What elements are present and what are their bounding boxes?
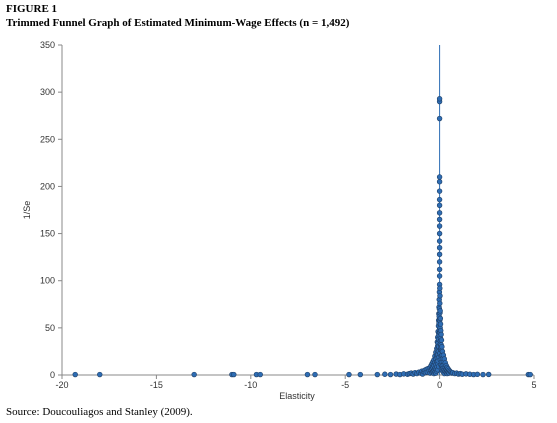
figure-label: FIGURE 1	[6, 3, 58, 15]
scatter-point	[437, 300, 443, 307]
scatter-point	[357, 371, 364, 378]
scatter-point	[436, 223, 443, 229]
y-tick-label: 300	[40, 87, 55, 97]
scatter-point	[436, 251, 443, 258]
x-tick-label: -15	[150, 380, 163, 390]
scatter-point	[437, 315, 444, 322]
y-axis-label: 1/Se	[22, 201, 32, 220]
scatter-point	[374, 371, 380, 378]
y-tick-label: 100	[40, 276, 55, 286]
scatter-point	[231, 371, 237, 378]
x-axis-label: Elasticity	[279, 391, 315, 401]
scatter-point	[436, 210, 443, 216]
y-tick-label: 200	[40, 181, 55, 191]
scatter-point	[437, 293, 443, 299]
scatter-point	[485, 371, 492, 378]
figure-source: Source: Doucouliagos and Stanley (2009).	[6, 406, 193, 418]
x-tick-label: -5	[341, 380, 349, 390]
scatter-point	[474, 371, 481, 378]
scatter-point	[346, 371, 352, 378]
scatter-point	[436, 266, 443, 273]
scatter-point	[480, 371, 486, 378]
x-tick-label: 0	[437, 380, 442, 390]
scatter-point	[437, 321, 444, 327]
scatter-point	[97, 371, 103, 378]
chart-title: Trimmed Funnel Graph of Estimated Minimu…	[6, 17, 350, 29]
scatter-point	[436, 216, 443, 223]
scatter-point	[436, 273, 443, 279]
scatter-point	[436, 96, 443, 102]
chart-axes: 0 50 100 150 200 250 300 350 -20 -15 -10 -5 0 5	[40, 40, 537, 390]
y-tick-label: 50	[45, 323, 55, 333]
scatter-point	[191, 371, 197, 378]
scatter-point	[437, 285, 443, 291]
scatter-point	[436, 245, 443, 251]
scatter-points	[72, 96, 533, 378]
scatter-point	[382, 371, 388, 377]
scatter-point	[387, 371, 394, 378]
scatter-point	[436, 238, 443, 244]
scatter-point	[437, 308, 443, 314]
scatter-point	[438, 337, 445, 343]
scatter-point	[436, 196, 443, 203]
y-tick-label: 150	[40, 229, 55, 239]
scatter-point	[436, 179, 443, 185]
scatter-point	[436, 259, 443, 265]
scatter-point	[436, 115, 443, 122]
y-tick-label: 250	[40, 134, 55, 144]
x-tick-label: -20	[55, 380, 68, 390]
y-tick-label: 0	[50, 370, 55, 380]
scatter-point	[312, 371, 318, 378]
scatter-point	[257, 371, 263, 378]
scatter-point	[527, 371, 533, 378]
x-tick-label: 5	[531, 380, 536, 390]
scatter-point	[304, 371, 311, 378]
scatter-point	[72, 371, 78, 378]
y-tick-label: 350	[40, 40, 55, 50]
scatter-point	[436, 174, 443, 180]
scatter-point	[438, 331, 444, 338]
scatter-point	[436, 230, 443, 237]
x-tick-label: -10	[244, 380, 257, 390]
scatter-point	[436, 202, 443, 208]
scatter-point	[436, 188, 443, 194]
scatter-point	[439, 344, 445, 350]
